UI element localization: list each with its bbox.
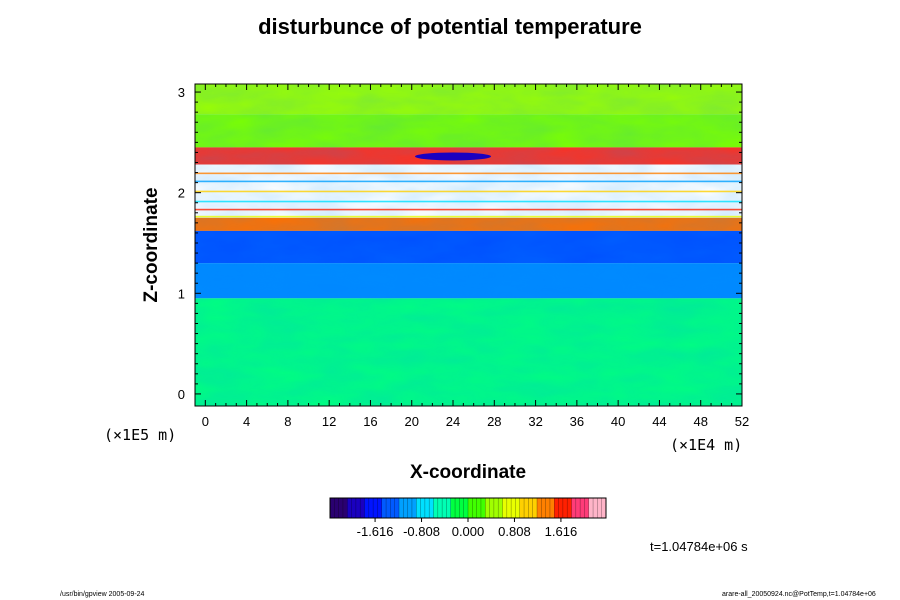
x-tick-label: 8 bbox=[284, 414, 291, 429]
x-tick-label: 32 bbox=[528, 414, 542, 429]
x-tick-label: 0 bbox=[202, 414, 209, 429]
x-tick-label: 44 bbox=[652, 414, 666, 429]
colorbar-swatch bbox=[364, 498, 383, 518]
x-axis: 0 4 8 12 16 20 24 28 32 36 40 44 48 52 bbox=[202, 84, 749, 429]
colorbar-swatch bbox=[502, 498, 521, 518]
x-tick-label: 36 bbox=[570, 414, 584, 429]
colorbar-tick-label: -1.616 bbox=[357, 524, 394, 539]
colorbar-swatch bbox=[588, 498, 607, 518]
colorbar-swatch bbox=[433, 498, 452, 518]
heatmap-band bbox=[195, 190, 742, 193]
colorbar-tick-label: 1.616 bbox=[545, 524, 578, 539]
x-tick-label: 4 bbox=[243, 414, 250, 429]
colorbar-swatch bbox=[381, 498, 400, 518]
heatmap-band bbox=[195, 200, 742, 203]
x-tick-label: 28 bbox=[487, 414, 501, 429]
y-axis-title: Z-coordinate bbox=[141, 187, 162, 302]
x-unit-label: (×1E4 m) bbox=[670, 436, 742, 454]
colorbar-swatch bbox=[485, 498, 503, 518]
colorbar-swatch bbox=[537, 498, 555, 518]
colorbar-swatch bbox=[399, 498, 417, 518]
colorbar-tick-label: 0.808 bbox=[498, 524, 531, 539]
colorbar-swatch bbox=[519, 498, 538, 518]
colorbar bbox=[329, 497, 607, 519]
x-tick-label: 48 bbox=[693, 414, 707, 429]
y-axis: 0 1 2 3 bbox=[178, 85, 742, 402]
colorbar-swatch bbox=[347, 498, 365, 518]
y-unit-label: (×1E5 m) bbox=[104, 426, 176, 444]
colorbar-swatch bbox=[554, 498, 572, 518]
heatmap-band bbox=[195, 172, 742, 175]
colorbar-swatch bbox=[468, 498, 486, 518]
colorbar-swatch bbox=[571, 498, 590, 518]
colorbar-swatch bbox=[450, 498, 469, 518]
heatmap-texture bbox=[195, 84, 742, 406]
x-tick-label: 52 bbox=[735, 414, 749, 429]
y-tick-label: 2 bbox=[178, 186, 185, 201]
x-tick-label: 40 bbox=[611, 414, 625, 429]
y-tick-label: 0 bbox=[178, 387, 185, 402]
time-label: t=1.04784e+06 s bbox=[650, 539, 748, 554]
x-axis-title: X-coordinate bbox=[410, 462, 526, 483]
colorbar-ticks: -1.616 -0.808 0.000 0.808 1.616 bbox=[357, 518, 578, 539]
colorbar-swatch bbox=[330, 498, 348, 518]
colorbar-swatch bbox=[416, 498, 434, 518]
heatmap-area bbox=[195, 84, 742, 406]
plot-frame bbox=[194, 83, 743, 407]
y-tick-label: 1 bbox=[178, 286, 185, 301]
x-tick-label: 12 bbox=[322, 414, 336, 429]
x-tick-label: 16 bbox=[363, 414, 377, 429]
heatmap-band bbox=[195, 180, 742, 183]
x-tick-label: 20 bbox=[405, 414, 419, 429]
y-tick-label: 3 bbox=[178, 85, 185, 100]
footer-right: arare-all_20050924.nc@PotTemp,t=1.04784e… bbox=[722, 591, 876, 598]
heatmap-blob bbox=[415, 152, 492, 161]
colorbar-tick-label: -0.808 bbox=[403, 524, 440, 539]
x-tick-label: 24 bbox=[446, 414, 460, 429]
colorbar-tick-label: 0.000 bbox=[452, 524, 485, 539]
heatmap-band bbox=[195, 215, 742, 218]
footer-left: /usr/bin/gpview 2005-09-24 bbox=[60, 591, 145, 598]
heatmap-band bbox=[195, 208, 742, 211]
chart-title: disturbunce of potential temperature bbox=[258, 14, 642, 39]
